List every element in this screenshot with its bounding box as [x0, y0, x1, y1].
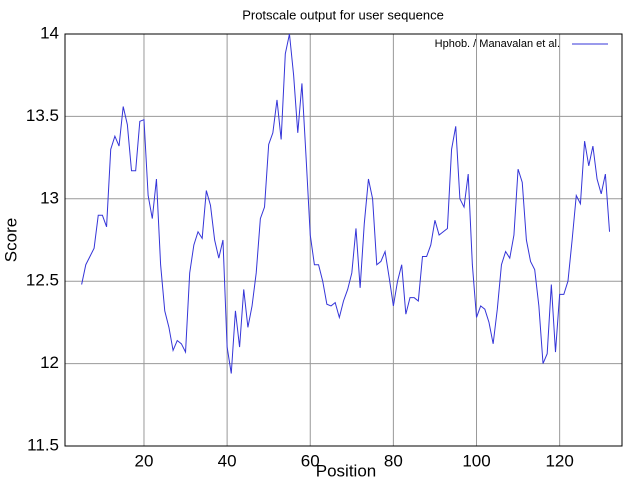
legend-label: Hphob. / Manavalan et al.	[435, 38, 560, 50]
y-tick-label: 13.5	[26, 106, 59, 125]
plot-frame	[64, 33, 623, 447]
y-tick-label: 12	[40, 353, 59, 372]
y-tick-label: 14	[40, 23, 59, 42]
x-axis-label: Position	[316, 461, 376, 480]
x-tick-label: 40	[218, 451, 237, 470]
x-tick-label: 60	[301, 451, 320, 470]
y-tick-label: 12.5	[26, 271, 59, 290]
x-tick-label: 100	[462, 451, 490, 470]
y-tick-label: 13	[40, 188, 59, 207]
chart-title: Protscale output for user sequence	[242, 7, 444, 22]
x-tick-label: 120	[545, 451, 573, 470]
y-axis-label: Score	[1, 218, 20, 262]
y-tick-label: 11.5	[27, 435, 59, 454]
x-tick-label: 80	[384, 451, 403, 470]
data-line	[81, 33, 611, 374]
x-tick-label: 20	[135, 451, 154, 470]
